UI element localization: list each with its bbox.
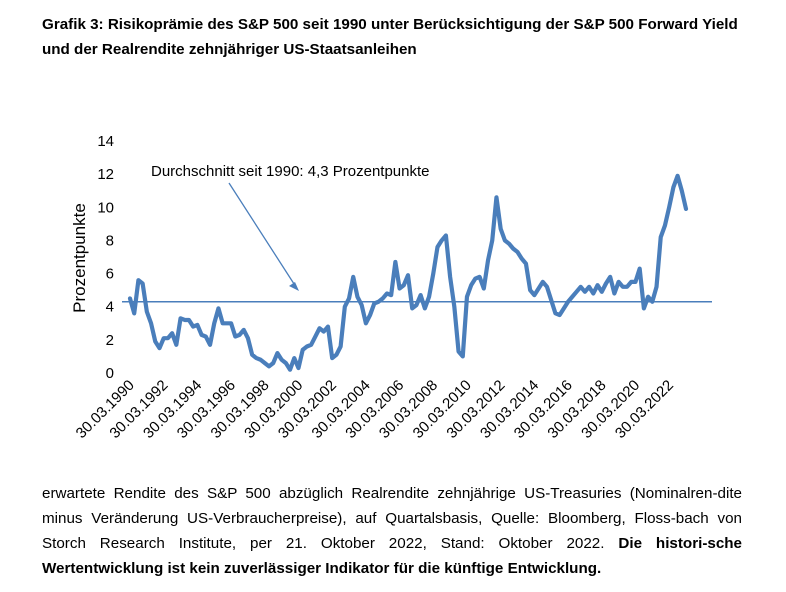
y-tick-label: 12 — [97, 166, 114, 183]
chart-title: Grafik 3: Risikoprämie des S&P 500 seit … — [42, 16, 738, 58]
x-tick-labels: 30.03.199030.03.199230.03.199430.03.1996… — [73, 377, 677, 442]
y-axis: Prozentpunkte 0 2 4 6 8 10 12 14 — [70, 133, 114, 382]
caption-disclaimer: Die histori-sche Wertentwicklung ist kei… — [42, 535, 742, 577]
average-annotation: Durchschnitt seit 1990: 4,3 Prozentpunkt… — [151, 163, 430, 180]
y-tick-label: 10 — [97, 199, 114, 216]
y-tick-label: 8 — [106, 232, 114, 249]
y-tick-label: 0 — [106, 365, 114, 382]
arrow-head — [289, 282, 299, 291]
series-line-risk-premium — [127, 173, 689, 372]
y-tick-label: 4 — [106, 299, 114, 316]
annotation-arrow — [228, 182, 299, 291]
chart-caption: erwartete Rendite des S&P 500 abzüglich … — [42, 481, 742, 581]
y-tick-label: 2 — [106, 332, 114, 349]
y-tick-label: 14 — [97, 133, 114, 150]
caption-text: erwartete Rendite des S&P 500 abzüglich … — [42, 485, 742, 552]
y-axis-label: Prozentpunkte — [70, 203, 89, 313]
y-tick-labels: 0 2 4 6 8 10 12 14 — [97, 133, 114, 382]
y-tick-label: 6 — [106, 266, 114, 283]
line-chart: Prozentpunkte 0 2 4 6 8 10 12 14 30.03.199030.0… — [70, 133, 712, 442]
